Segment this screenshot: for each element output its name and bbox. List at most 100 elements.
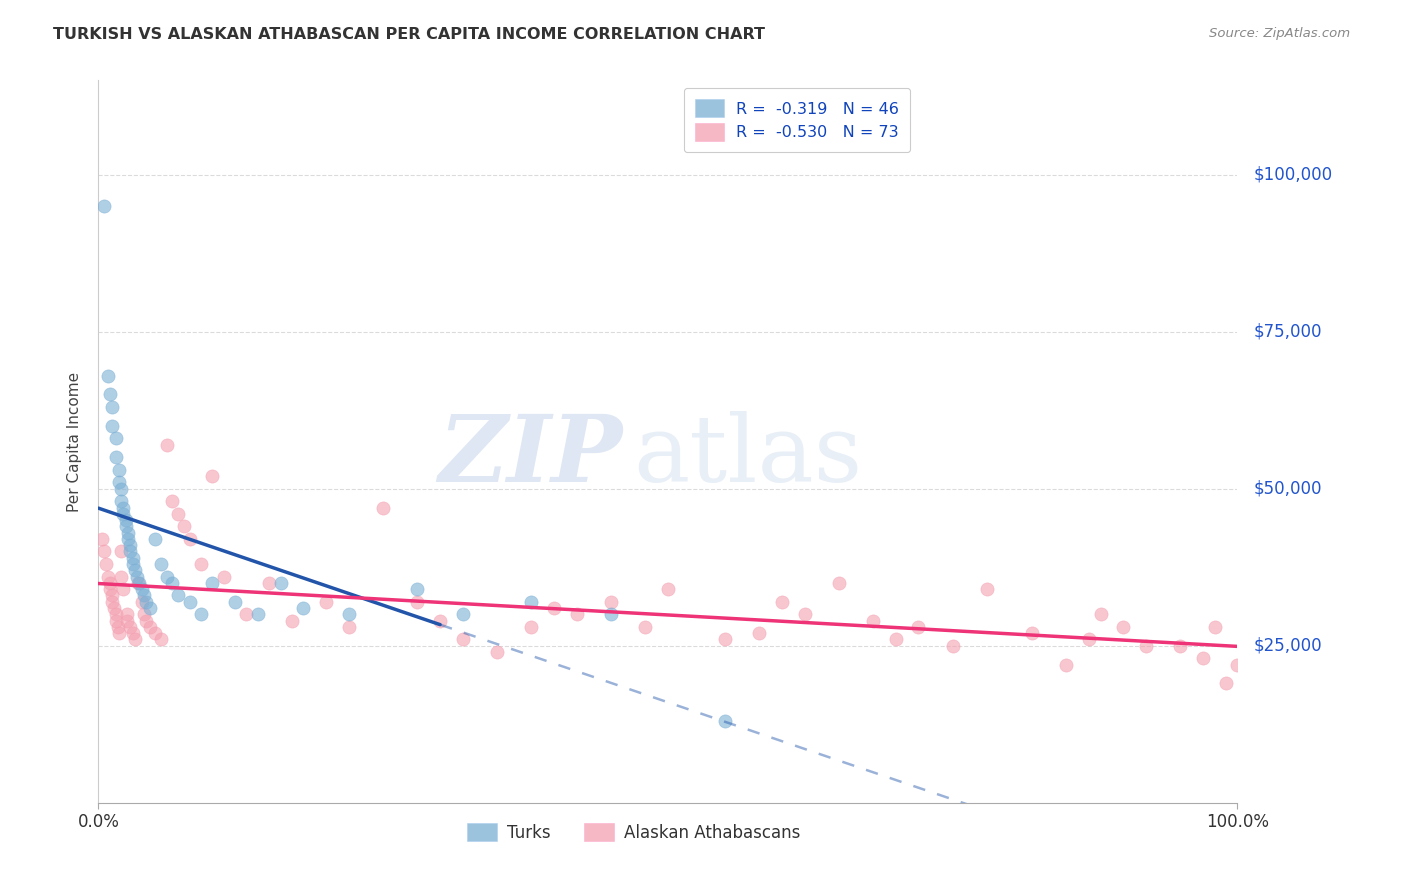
Point xyxy=(600,595,623,609)
Point xyxy=(101,595,124,609)
Point xyxy=(120,544,142,558)
Point xyxy=(520,595,543,609)
Point xyxy=(1204,620,1226,634)
Point xyxy=(543,601,565,615)
Point xyxy=(337,607,360,622)
Point xyxy=(600,607,623,622)
Point xyxy=(748,626,770,640)
Point xyxy=(115,607,138,622)
Point xyxy=(224,595,246,609)
Point xyxy=(93,199,115,213)
Point xyxy=(121,557,143,571)
Point xyxy=(132,607,155,622)
Point xyxy=(104,607,127,622)
Point xyxy=(235,607,257,622)
Point xyxy=(907,620,929,634)
Point xyxy=(1090,607,1112,622)
Point xyxy=(1170,639,1192,653)
Point xyxy=(145,532,167,546)
Text: $75,000: $75,000 xyxy=(1254,323,1323,341)
Point xyxy=(179,595,201,609)
Point xyxy=(162,575,184,590)
Point xyxy=(127,575,149,590)
Point xyxy=(112,500,135,515)
Point xyxy=(117,525,139,540)
Point xyxy=(117,532,139,546)
Point xyxy=(124,563,146,577)
Point xyxy=(565,607,588,622)
Point xyxy=(96,368,118,383)
Point xyxy=(104,614,127,628)
Point xyxy=(98,387,121,401)
Point xyxy=(150,632,173,647)
Point xyxy=(110,494,132,508)
Text: $25,000: $25,000 xyxy=(1254,637,1323,655)
Point xyxy=(156,438,179,452)
Point xyxy=(1112,620,1135,634)
Text: $100,000: $100,000 xyxy=(1254,166,1333,184)
Point xyxy=(406,582,429,597)
Point xyxy=(145,626,167,640)
Point xyxy=(101,589,124,603)
Point xyxy=(315,595,337,609)
Point xyxy=(179,532,201,546)
Point xyxy=(201,575,224,590)
Point xyxy=(138,601,160,615)
Text: Source: ZipAtlas.com: Source: ZipAtlas.com xyxy=(1209,27,1350,40)
Point xyxy=(371,500,394,515)
Point xyxy=(156,569,179,583)
Point xyxy=(98,582,121,597)
Point xyxy=(132,589,155,603)
Text: $50,000: $50,000 xyxy=(1254,480,1323,498)
Point xyxy=(112,582,135,597)
Point xyxy=(167,589,190,603)
Point xyxy=(976,582,998,597)
Point xyxy=(173,519,195,533)
Point xyxy=(120,538,142,552)
Point xyxy=(714,632,737,647)
Text: ZIP: ZIP xyxy=(439,411,623,501)
Point xyxy=(793,607,815,622)
Point xyxy=(110,482,132,496)
Point xyxy=(114,513,136,527)
Point xyxy=(657,582,679,597)
Point xyxy=(124,632,146,647)
Legend: Turks, Alaskan Athabascans: Turks, Alaskan Athabascans xyxy=(460,817,807,848)
Point xyxy=(103,601,125,615)
Point xyxy=(451,632,474,647)
Point xyxy=(1054,657,1078,672)
Point xyxy=(114,519,136,533)
Point xyxy=(1135,639,1157,653)
Point xyxy=(167,507,190,521)
Point xyxy=(138,620,160,634)
Point xyxy=(131,582,153,597)
Point xyxy=(201,469,224,483)
Point xyxy=(1226,657,1249,672)
Point xyxy=(828,575,851,590)
Point xyxy=(127,569,149,583)
Point xyxy=(259,575,281,590)
Point xyxy=(108,463,131,477)
Point xyxy=(108,475,131,490)
Point xyxy=(770,595,793,609)
Point xyxy=(135,595,157,609)
Point xyxy=(942,639,965,653)
Text: TURKISH VS ALASKAN ATHABASCAN PER CAPITA INCOME CORRELATION CHART: TURKISH VS ALASKAN ATHABASCAN PER CAPITA… xyxy=(53,27,765,42)
Point xyxy=(884,632,907,647)
Point xyxy=(292,601,315,615)
Point xyxy=(150,557,173,571)
Point xyxy=(120,620,142,634)
Point xyxy=(520,620,543,634)
Y-axis label: Per Capita Income: Per Capita Income xyxy=(67,371,83,512)
Point xyxy=(1215,676,1237,690)
Point xyxy=(337,620,360,634)
Point xyxy=(162,494,184,508)
Point xyxy=(281,614,304,628)
Point xyxy=(451,607,474,622)
Text: atlas: atlas xyxy=(634,411,863,501)
Point xyxy=(112,507,135,521)
Point xyxy=(406,595,429,609)
Point xyxy=(634,620,657,634)
Point xyxy=(101,400,124,414)
Point xyxy=(190,557,212,571)
